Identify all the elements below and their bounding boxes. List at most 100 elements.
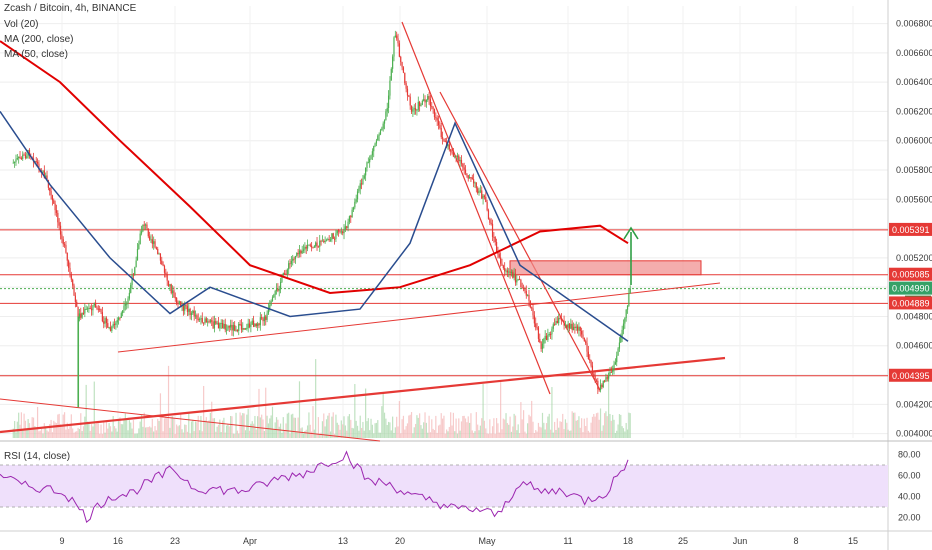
candle-body xyxy=(591,365,594,374)
candle-body xyxy=(231,324,233,331)
candle-body xyxy=(329,239,332,241)
candle-body xyxy=(126,303,128,305)
volume-bar xyxy=(39,430,41,438)
volume-bar xyxy=(312,406,314,438)
candle-body xyxy=(132,274,135,276)
candle-body xyxy=(628,293,630,306)
price-tick-label: 0.005200 xyxy=(896,253,932,263)
candle-body xyxy=(551,328,553,335)
candle-body xyxy=(543,338,545,344)
volume-bar xyxy=(513,413,515,438)
candle-body xyxy=(386,107,388,112)
volume-bar xyxy=(50,419,52,438)
volume-bar xyxy=(477,424,479,438)
candle-body xyxy=(109,327,112,331)
target-arrow[interactable] xyxy=(623,226,639,285)
candle-body xyxy=(531,307,533,309)
volume-legend[interactable]: Vol (20) xyxy=(4,19,39,30)
candle-body xyxy=(23,154,25,156)
candle-body xyxy=(119,317,121,319)
candle-body xyxy=(552,324,554,329)
candle-body xyxy=(131,274,133,285)
volume-bar xyxy=(26,429,28,438)
time-axis[interactable]: 9 16 23 Apr 13 20 May 11 18 25 Jun 8 15 xyxy=(59,536,858,546)
candle-body xyxy=(54,203,56,211)
volume-bar xyxy=(123,418,125,438)
price-tag[interactable]: 0.004395 xyxy=(892,371,930,381)
candle-body xyxy=(579,326,581,331)
candle-body xyxy=(285,273,287,275)
time-tick-label: 16 xyxy=(113,536,123,546)
candle-body xyxy=(508,271,510,273)
candle-body xyxy=(481,190,483,199)
candle-body xyxy=(42,170,44,173)
price-tag[interactable]: 0.005085 xyxy=(892,270,930,280)
volume-bar xyxy=(396,416,398,438)
volume-bar xyxy=(574,412,576,438)
volume-bar xyxy=(629,413,631,438)
rsi-pane[interactable] xyxy=(0,450,888,523)
volume-bar xyxy=(620,414,622,438)
support-trendline[interactable] xyxy=(0,356,726,434)
volume-bars xyxy=(12,359,631,438)
volume-bar xyxy=(157,418,159,438)
volume-bar xyxy=(554,421,556,438)
volume-bar xyxy=(324,426,326,438)
resistance-zone[interactable] xyxy=(509,260,702,276)
volume-bar xyxy=(590,422,592,438)
candle-body xyxy=(498,254,500,258)
candle-body xyxy=(602,380,604,388)
target-arrow-head[interactable] xyxy=(623,226,639,240)
price-tick-label: 0.005600 xyxy=(896,194,932,204)
rsi-legend[interactable]: RSI (14, close) xyxy=(4,451,71,462)
price-tag[interactable]: 0.004990 xyxy=(892,284,930,294)
price-axis[interactable]: 0.006800 0.006600 0.006400 0.006200 0.006000… xyxy=(889,19,932,439)
volume-bar xyxy=(582,432,584,438)
volume-bar xyxy=(583,418,585,438)
volume-bar xyxy=(379,432,382,438)
candle-body xyxy=(163,265,166,273)
volume-bar xyxy=(505,413,507,438)
candle-body xyxy=(338,230,340,232)
volume-bar xyxy=(76,431,78,438)
channel-lower-line[interactable] xyxy=(401,21,551,395)
volume-bar xyxy=(448,426,450,438)
candle-body xyxy=(61,234,63,240)
candle-body xyxy=(81,312,83,318)
lower-trendline[interactable] xyxy=(0,398,381,442)
volume-bar xyxy=(115,428,117,438)
candle-body xyxy=(306,244,309,249)
volume-bar xyxy=(432,428,434,438)
candle-body xyxy=(288,263,290,270)
volume-bar xyxy=(482,383,484,438)
candle-body xyxy=(570,323,572,329)
symbol-title[interactable]: Zcash / Bitcoin, 4h, BINANCE xyxy=(4,3,137,14)
volume-bar xyxy=(194,421,197,438)
candle-body xyxy=(50,190,52,196)
candle-body xyxy=(112,323,114,327)
price-tag[interactable]: 0.005391 xyxy=(892,225,930,235)
volume-bar xyxy=(347,416,349,438)
volume-bar xyxy=(271,406,274,438)
volume-bar xyxy=(428,415,430,438)
volume-bar xyxy=(529,416,531,438)
candle-body xyxy=(555,321,557,325)
volume-bar xyxy=(18,412,20,438)
ma200-legend[interactable]: MA (200, close) xyxy=(4,34,74,45)
candle-body xyxy=(186,306,189,312)
candle-body xyxy=(43,170,45,178)
candle-body xyxy=(235,329,237,331)
candle-body xyxy=(500,257,502,264)
candle-body xyxy=(22,154,24,159)
rsi-axis[interactable]: 80.00 60.00 40.00 20.00 xyxy=(898,450,921,523)
rising-trendline[interactable] xyxy=(117,282,721,353)
candle-body xyxy=(46,175,48,181)
candle-body xyxy=(176,297,178,304)
volume-bar xyxy=(99,433,101,438)
price-tag[interactable]: 0.004889 xyxy=(892,298,930,308)
ma50-legend[interactable]: MA (50, close) xyxy=(4,49,68,60)
candle-body xyxy=(185,304,187,307)
candle-body xyxy=(468,177,471,179)
volume-bar xyxy=(161,413,163,438)
